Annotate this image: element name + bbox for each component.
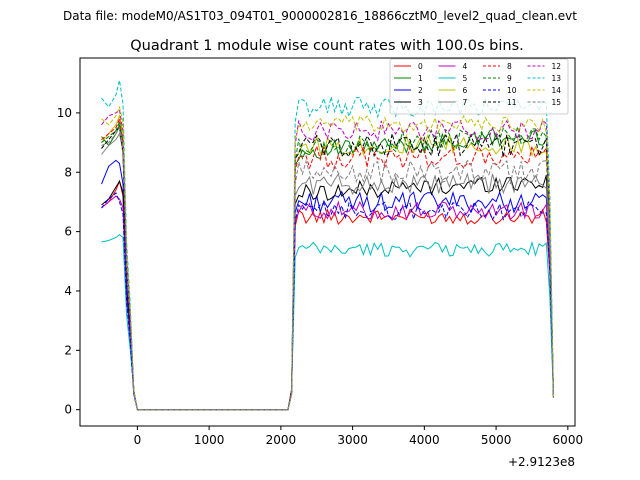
legend-label: 13 <box>552 74 562 83</box>
legend-label: 1 <box>418 74 423 83</box>
y-axis: 0 2 4 6 8 10 <box>57 106 80 417</box>
legend-label: 12 <box>552 62 562 71</box>
x-tick-label: 2000 <box>266 433 297 447</box>
y-tick-label: 6 <box>64 225 72 239</box>
legend-label: 14 <box>552 86 562 95</box>
series-line-15 <box>101 126 554 411</box>
legend-label: 11 <box>507 98 517 107</box>
legend-label: 15 <box>552 98 562 107</box>
y-tick-label: 0 <box>64 403 72 417</box>
chart-title: Quadrant 1 module wise count rates with … <box>130 38 524 54</box>
plot-background <box>80 58 575 426</box>
y-tick-label: 10 <box>57 106 72 120</box>
legend-label: 8 <box>507 62 512 71</box>
x-offset-label: +2.9123e8 <box>508 455 575 469</box>
y-tick-label: 4 <box>64 284 72 298</box>
x-tick-label: 4000 <box>409 433 440 447</box>
legend-label: 4 <box>463 62 468 71</box>
x-tick-label: 0 <box>134 433 142 447</box>
legend-label: 7 <box>463 98 468 107</box>
legend-label: 9 <box>507 74 512 83</box>
plot-area <box>79 57 576 427</box>
x-tick-label: 6000 <box>553 433 584 447</box>
legend-frame <box>389 58 569 115</box>
legend-label: 2 <box>418 86 423 95</box>
x-tick-label: 3000 <box>337 433 368 447</box>
legend-label: 6 <box>463 86 468 95</box>
legend-label: 3 <box>418 98 423 107</box>
legend-label: 10 <box>507 86 517 95</box>
legend-label: 5 <box>463 74 468 83</box>
y-tick-label: 2 <box>64 343 72 357</box>
y-tick-label: 8 <box>64 165 72 179</box>
series-line-11 <box>101 126 554 411</box>
legend-label: 0 <box>418 62 423 71</box>
x-tick-label: 1000 <box>194 433 225 447</box>
plot-frame <box>79 57 576 427</box>
x-axis: 0 1000 2000 3000 4000 5000 6000 <box>134 426 584 447</box>
x-tick-label: 5000 <box>481 433 512 447</box>
chart-suptitle: Data file: modeM0/AS1T03_094T01_90000028… <box>63 9 577 23</box>
data-series <box>101 80 554 411</box>
